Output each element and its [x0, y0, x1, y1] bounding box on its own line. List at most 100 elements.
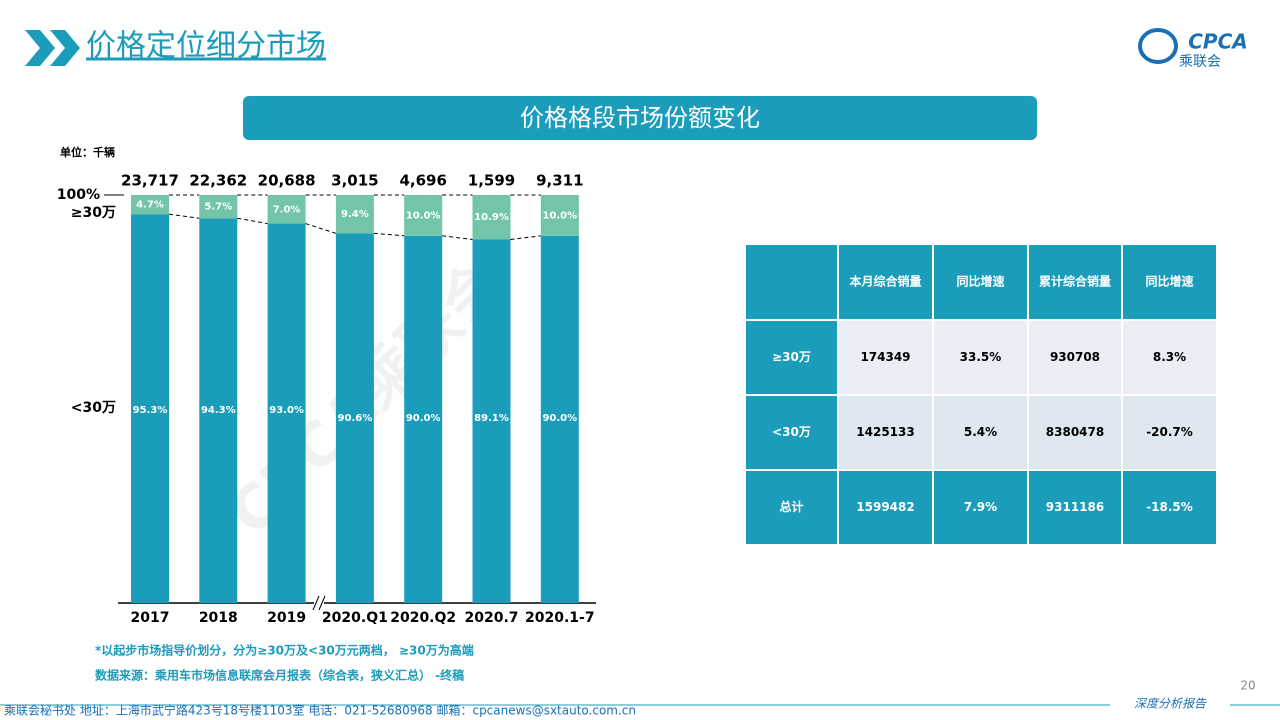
total-label: 20,688	[258, 172, 316, 190]
value-label: 93.0%	[269, 405, 304, 416]
x-tick-label: 2020.1-7	[525, 610, 595, 626]
table-text: 本月综合销量	[849, 274, 921, 289]
value-label: 10.0%	[542, 210, 577, 221]
connector	[510, 235, 541, 240]
x-tick-label: 2019	[267, 610, 306, 626]
table-text: 174349	[860, 350, 910, 364]
table-text: 8.3%	[1153, 350, 1186, 364]
value-label: 4.7%	[136, 200, 164, 211]
connector	[442, 235, 473, 240]
table-cell	[932, 469, 1029, 546]
table-text: 930708	[1050, 350, 1100, 364]
connector	[168, 213, 200, 219]
value-label: 10.0%	[406, 210, 441, 221]
connector	[237, 217, 268, 225]
chart-note: *以起步市场指导价划分，分为≥30万及<30万元两档， ≥30万为高端	[95, 643, 474, 658]
value-label: 10.9%	[474, 212, 509, 223]
x-tick-label: 2020.Q2	[390, 610, 456, 626]
table-text: 9311186	[1046, 500, 1104, 514]
value-label: 90.0%	[542, 413, 577, 424]
value-label: 95.3%	[133, 405, 168, 416]
series-label: <30万	[71, 400, 116, 416]
table-cell	[744, 319, 839, 396]
bar-segment	[540, 235, 579, 604]
bar-segment	[199, 195, 238, 219]
table-text: 5.4%	[964, 425, 997, 439]
table-text: 1599482	[856, 500, 914, 514]
table-cell	[837, 469, 934, 546]
total-label: 23,717	[121, 172, 179, 190]
table-text: 1425133	[856, 425, 914, 439]
table-cell	[744, 469, 839, 546]
bar-segment	[404, 195, 443, 236]
table-text: 同比增速	[956, 274, 1004, 289]
total-label: 22,362	[189, 172, 247, 190]
x-tick-label: 2020.Q1	[322, 610, 388, 626]
table-cell	[1027, 394, 1123, 471]
footer-right: 深度分析报告	[1134, 697, 1207, 711]
total-label: 3,015	[331, 172, 378, 190]
table-cell	[1121, 243, 1218, 321]
value-label: 90.6%	[338, 413, 373, 424]
bar-segment	[472, 239, 511, 604]
axis-break	[312, 595, 320, 611]
axis-break	[318, 595, 326, 611]
page-number: 20	[1240, 679, 1255, 693]
bar-segment	[540, 195, 579, 236]
bar-segment	[199, 218, 238, 604]
bar-segment	[131, 195, 169, 215]
table-cell	[744, 243, 839, 321]
slide-title: 价格定位细分市场	[86, 29, 326, 64]
bar-segment	[267, 223, 306, 603]
logo-sub: 乘联会	[1179, 54, 1221, 70]
table-text: 8380478	[1046, 425, 1104, 439]
connector	[373, 232, 405, 237]
table-cell	[837, 243, 934, 321]
table-cell	[932, 319, 1029, 396]
bar-segment	[335, 195, 374, 234]
table-cell	[1027, 243, 1123, 321]
axis-break-gap	[314, 597, 324, 609]
x-tick-label: 2018	[199, 610, 238, 626]
value-label: 9.4%	[341, 209, 369, 220]
total-label: 4,696	[399, 172, 446, 190]
table-text: 累计综合销量	[1039, 274, 1111, 289]
value-label: 94.3%	[201, 405, 236, 416]
table-cell	[1027, 469, 1123, 546]
table-text: 33.5%	[960, 350, 1002, 364]
table-cell	[1027, 319, 1123, 396]
table-text: -18.5%	[1146, 500, 1193, 514]
table-cell	[1121, 394, 1218, 471]
bar-segment	[131, 214, 169, 603]
x-tick-label: 2017	[131, 610, 170, 626]
table-text: -20.7%	[1146, 425, 1193, 439]
table-cell	[1121, 469, 1218, 546]
table-text: 同比增速	[1145, 274, 1193, 289]
value-label: 90.0%	[406, 413, 441, 424]
value-label: 89.1%	[474, 413, 509, 424]
chart-note: 数据来源：乘用车市场信息联席会月报表（综合表，狭义汇总） -终稿	[95, 668, 464, 683]
table-cell	[1121, 319, 1218, 396]
banner	[243, 96, 1037, 140]
table-cell	[837, 319, 934, 396]
value-label: 5.7%	[204, 202, 232, 213]
footer-text: 乘联会秘书处 地址：上海市武宁路423号18号楼1103室 电话：021-526…	[4, 703, 636, 718]
total-label: 1,599	[468, 172, 515, 190]
table-text: 总计	[779, 499, 803, 514]
table-text: 7.9%	[964, 500, 997, 514]
unit-label: 单位：千辆	[60, 145, 115, 159]
bar-segment	[267, 195, 306, 224]
y-tick-label: 100%	[57, 187, 100, 203]
total-label: 9,311	[536, 172, 583, 190]
table-cell	[744, 394, 839, 471]
table-text: ≥30万	[772, 350, 811, 364]
table-text: <30万	[772, 425, 811, 439]
x-tick-label: 2020.7	[464, 610, 518, 626]
series-label: ≥30万	[71, 205, 116, 221]
banner-text: 价格格段市场份额变化	[520, 104, 760, 132]
connector	[305, 223, 337, 234]
bar-segment	[335, 233, 374, 604]
bar-segment	[472, 195, 511, 240]
logo-text: CPCA	[1188, 30, 1248, 54]
